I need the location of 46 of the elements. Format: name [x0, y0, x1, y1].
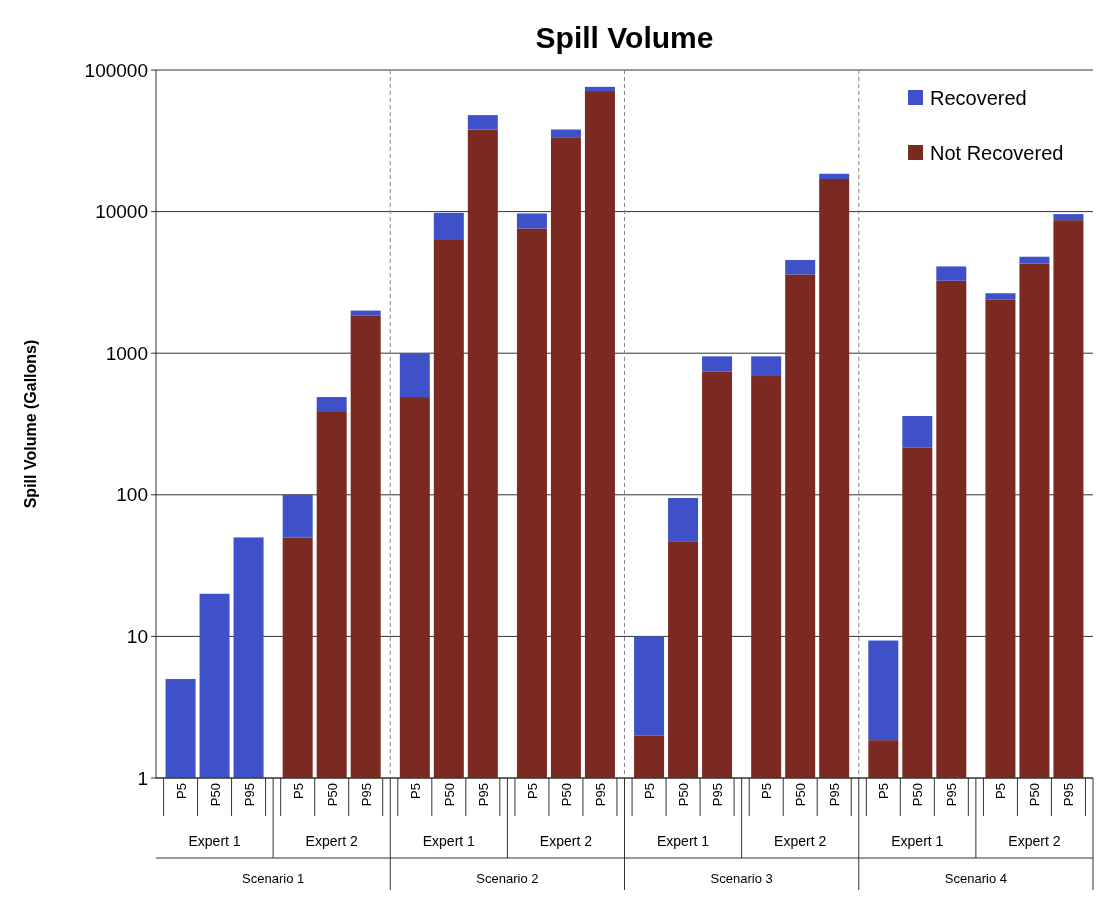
x-tick-label: P95 — [944, 783, 960, 807]
chart-title: Spill Volume — [535, 21, 714, 54]
y-tick-label: 100000 — [84, 59, 148, 81]
y-tick-label: 100 — [116, 484, 148, 506]
text: Expert 2 — [774, 833, 827, 849]
text: Expert 1 — [422, 833, 476, 849]
x-tick-label: P50 — [676, 783, 692, 807]
x-tick-label: P5 — [407, 783, 423, 799]
x-tick-label: P5 — [642, 783, 658, 799]
text: Expert 1 — [891, 833, 944, 849]
x-tick-label: P95 — [241, 783, 257, 807]
text: Expert 1 — [188, 833, 241, 849]
x-tick-label: P95 — [358, 783, 374, 807]
y-tick-label: 1000 — [105, 342, 148, 364]
x-tick-label: P5 — [290, 783, 306, 799]
x-tick-label: P5 — [993, 783, 1009, 799]
text: Expert 2 — [305, 833, 358, 849]
y-tick-label: 1 — [137, 767, 148, 789]
text: Scenario 4 — [944, 871, 1007, 886]
legend-label: Recovered — [930, 87, 1027, 109]
y-axis-title: Spill Volume (Gallons) — [22, 339, 39, 509]
x-tick-label: P95 — [475, 783, 491, 807]
x-tick-label: P5 — [524, 783, 540, 799]
x-tick-label: P50 — [558, 783, 574, 807]
x-tick-label: P50 — [1027, 783, 1043, 807]
x-tick-label: P5 — [173, 783, 189, 799]
x-tick-label: P95 — [710, 783, 726, 807]
x-tick-label: P95 — [1061, 783, 1077, 807]
text: Expert 1 — [656, 833, 710, 849]
text: Expert 2 — [539, 833, 593, 849]
text: Scenario 3 — [710, 871, 773, 886]
x-tick-label: P50 — [207, 783, 223, 807]
y-tick-label: 10 — [126, 626, 148, 648]
x-tick-label: P50 — [441, 783, 457, 807]
x-tick-label: P95 — [827, 783, 843, 807]
text: Scenario 1 — [242, 871, 305, 886]
x-tick-label: P5 — [876, 783, 892, 799]
x-tick-label: P50 — [324, 783, 340, 807]
text: Expert 2 — [1008, 833, 1061, 849]
text: Scenario 2 — [476, 871, 539, 886]
x-tick-label: P5 — [759, 783, 775, 799]
x-tick-label: P95 — [592, 783, 608, 807]
legend-label: Not Recovered — [930, 142, 1064, 164]
y-tick-label: 10000 — [95, 201, 148, 223]
x-tick-label: P50 — [910, 783, 926, 807]
x-tick-label: P50 — [793, 783, 809, 807]
